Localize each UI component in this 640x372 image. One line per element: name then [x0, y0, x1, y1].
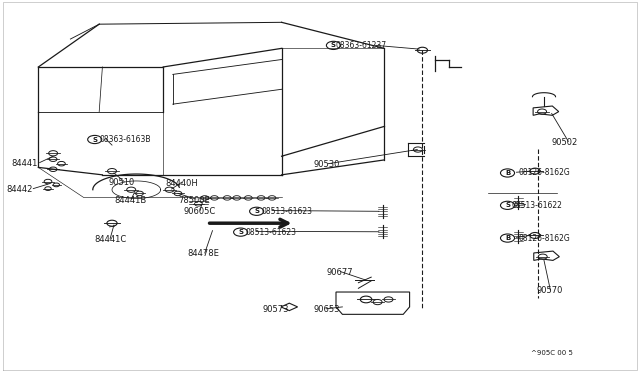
- Text: 84441C: 84441C: [95, 235, 127, 244]
- Text: 08363-6163B: 08363-6163B: [99, 135, 150, 144]
- Text: 08363-61237: 08363-61237: [335, 41, 387, 50]
- Text: S: S: [331, 42, 336, 48]
- Text: 84441: 84441: [12, 159, 38, 168]
- Text: B: B: [505, 235, 510, 241]
- Text: S: S: [505, 202, 510, 208]
- Text: 90510: 90510: [109, 178, 135, 187]
- Text: 08126-8162G: 08126-8162G: [518, 169, 570, 177]
- Text: 90502: 90502: [552, 138, 578, 147]
- Text: 90653: 90653: [314, 305, 340, 314]
- Text: 08126-8162G: 08126-8162G: [518, 234, 570, 243]
- Text: 90570: 90570: [536, 286, 563, 295]
- Text: S: S: [92, 137, 97, 142]
- Text: ^905C 00 5: ^905C 00 5: [531, 350, 573, 356]
- Text: 90530: 90530: [314, 160, 340, 169]
- Text: 78500E: 78500E: [178, 196, 210, 205]
- Text: 90573: 90573: [262, 305, 289, 314]
- Text: 08513-61622: 08513-61622: [512, 201, 563, 210]
- Text: 08513-61623: 08513-61623: [261, 207, 312, 216]
- Text: S: S: [254, 208, 259, 214]
- Text: S: S: [238, 229, 243, 235]
- Text: 84441B: 84441B: [114, 196, 146, 205]
- Text: 08513-61623: 08513-61623: [245, 228, 296, 237]
- Text: 90677: 90677: [326, 268, 353, 277]
- Text: 84440H: 84440H: [165, 179, 198, 188]
- Text: 90605C: 90605C: [183, 207, 215, 216]
- Text: 84442: 84442: [6, 185, 33, 194]
- Text: 84478E: 84478E: [187, 249, 219, 258]
- Text: B: B: [505, 170, 510, 176]
